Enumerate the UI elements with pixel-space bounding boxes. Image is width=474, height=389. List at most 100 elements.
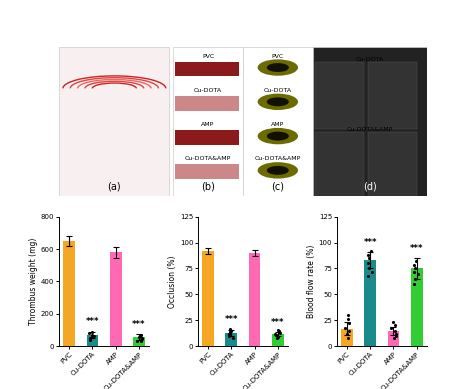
Point xyxy=(88,333,96,339)
Text: (b): (b) xyxy=(201,181,215,191)
Y-axis label: Thrombus weight (mg): Thrombus weight (mg) xyxy=(29,238,38,325)
Point xyxy=(137,336,145,343)
Bar xyxy=(87,335,98,346)
Point xyxy=(410,268,418,275)
Point xyxy=(90,333,98,340)
Point xyxy=(368,268,375,275)
Bar xyxy=(368,61,418,129)
Point xyxy=(226,333,233,339)
Text: ***: *** xyxy=(410,244,423,253)
Text: PVC: PVC xyxy=(272,54,284,59)
Text: Cu-DOTA: Cu-DOTA xyxy=(194,88,222,93)
Point xyxy=(272,332,280,338)
Bar xyxy=(175,61,239,77)
Bar xyxy=(249,253,260,346)
Circle shape xyxy=(267,131,289,140)
Point xyxy=(414,270,422,277)
Point xyxy=(392,328,399,334)
Point xyxy=(274,326,282,333)
Text: (a): (a) xyxy=(108,181,121,191)
Point xyxy=(138,335,146,341)
Point xyxy=(365,255,373,261)
Point xyxy=(226,326,234,333)
Bar xyxy=(365,260,376,346)
Point xyxy=(346,328,353,334)
Bar xyxy=(272,334,283,346)
Point xyxy=(276,329,283,336)
Point xyxy=(365,265,373,272)
Bar xyxy=(110,252,121,346)
Bar xyxy=(315,61,364,129)
Point xyxy=(387,324,394,331)
Bar xyxy=(59,47,169,196)
Point xyxy=(229,335,237,341)
Point xyxy=(86,330,93,336)
Point xyxy=(272,331,279,337)
Point xyxy=(227,329,234,336)
Point xyxy=(412,258,419,264)
Bar xyxy=(202,251,214,346)
Bar xyxy=(173,47,243,196)
Bar xyxy=(411,268,422,346)
Point xyxy=(134,337,141,343)
Point xyxy=(410,262,418,268)
Point xyxy=(89,329,96,335)
Point xyxy=(364,260,372,266)
Point xyxy=(225,331,232,337)
Circle shape xyxy=(267,166,289,175)
Text: ***: *** xyxy=(364,238,377,247)
Bar xyxy=(313,47,427,196)
Bar xyxy=(243,47,313,196)
Point xyxy=(345,316,352,322)
Text: Cu-DOTA&AMP: Cu-DOTA&AMP xyxy=(255,156,301,161)
Point xyxy=(411,276,419,282)
Circle shape xyxy=(267,63,289,72)
Text: Cu-DOTA: Cu-DOTA xyxy=(356,56,384,61)
Point xyxy=(392,331,400,337)
Bar xyxy=(133,337,145,346)
Point xyxy=(137,332,145,338)
Text: Cu-DOTA: Cu-DOTA xyxy=(264,88,292,93)
Point xyxy=(364,252,372,258)
Point xyxy=(367,248,375,254)
Text: AMP: AMP xyxy=(201,122,215,127)
Bar xyxy=(175,96,239,111)
Bar xyxy=(315,131,364,199)
Point xyxy=(274,334,282,340)
Point xyxy=(343,331,351,337)
Text: Cu-DOTA&AMP: Cu-DOTA&AMP xyxy=(346,127,393,131)
Circle shape xyxy=(258,128,298,144)
Circle shape xyxy=(258,60,298,76)
Text: PVC: PVC xyxy=(202,54,214,59)
Bar xyxy=(226,333,237,346)
Point xyxy=(135,334,143,340)
Point xyxy=(226,326,234,332)
Point xyxy=(411,265,419,272)
Point xyxy=(392,333,400,339)
Bar xyxy=(368,131,418,199)
Point xyxy=(410,281,418,287)
Point xyxy=(228,328,235,334)
Point xyxy=(87,336,94,343)
Text: ***: *** xyxy=(271,317,284,326)
Bar xyxy=(64,241,75,346)
Point xyxy=(89,332,96,338)
Text: ***: *** xyxy=(132,320,146,329)
Point xyxy=(341,324,349,331)
Bar xyxy=(388,331,399,346)
Point xyxy=(86,335,93,341)
Point xyxy=(275,329,283,335)
Point xyxy=(390,335,398,341)
Text: (c): (c) xyxy=(271,181,284,191)
Circle shape xyxy=(258,94,298,110)
Point xyxy=(344,312,352,318)
Point xyxy=(345,320,353,326)
Bar xyxy=(175,165,239,179)
Point xyxy=(364,273,372,279)
Bar xyxy=(175,130,239,145)
Text: Cu-DOTA&AMP: Cu-DOTA&AMP xyxy=(185,156,231,161)
Circle shape xyxy=(258,162,298,179)
Text: ***: *** xyxy=(86,317,99,326)
Point xyxy=(273,335,281,341)
Text: (d): (d) xyxy=(363,181,376,191)
